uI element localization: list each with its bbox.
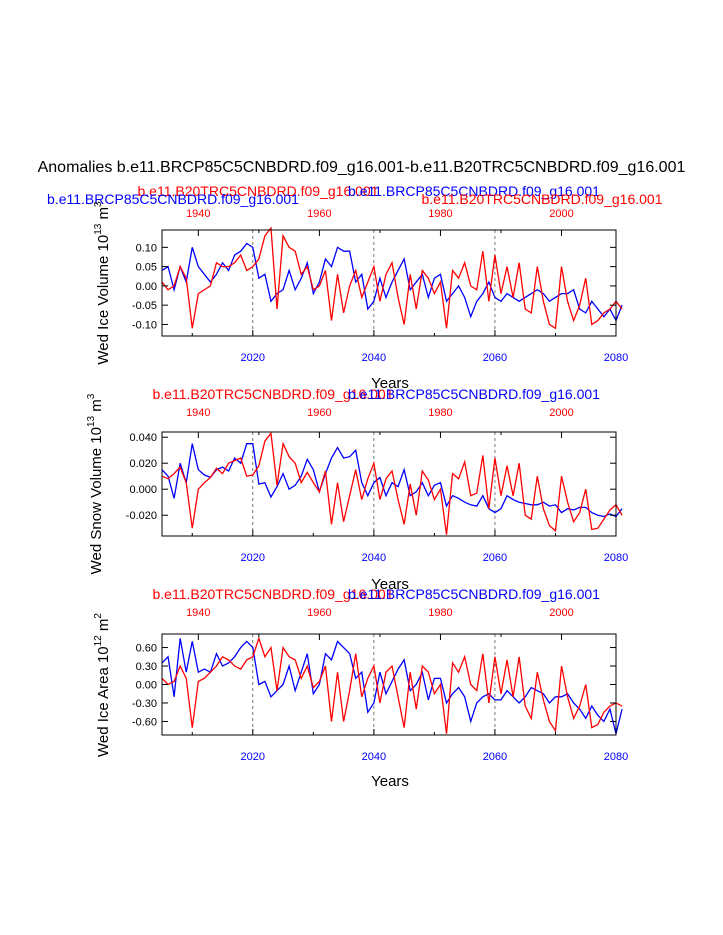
x-tick-label-top: 2000 xyxy=(549,407,573,419)
y-tick-label: 0.00 xyxy=(136,680,157,692)
y-tick-label: -0.10 xyxy=(132,319,157,331)
y-tick-label: 0.10 xyxy=(136,242,157,254)
y-axis-label-unit: m xyxy=(95,207,112,224)
x-tick-label-top: 1940 xyxy=(186,208,210,220)
y-tick-label: -0.60 xyxy=(132,716,157,728)
y-axis-label-text: Wed Ice Area 10 xyxy=(95,646,112,757)
x-tick-label-bottom: 2060 xyxy=(483,352,507,364)
x-tick-label-top: 2000 xyxy=(549,607,573,619)
panel-ice-area: 0.60 0.30 0.00 -0.30 -0.60 2020 2040 2060 2080 19… xyxy=(93,586,628,790)
legend-label: b.e11.BRCP85C5CNBDRD.f09_g16.001 xyxy=(348,386,600,402)
x-tick-label-bottom: 2060 xyxy=(483,552,507,564)
x-tick-label-bottom: 2080 xyxy=(604,352,628,364)
x-tick-label-bottom: 2040 xyxy=(362,552,386,564)
y-axis-label: Wed Ice Volume 1013 m3 xyxy=(93,201,112,365)
y-axis-label-exp: 13 xyxy=(86,415,97,427)
y-axis-label: Wed Ice Area 1012 m2 xyxy=(93,613,112,757)
x-tick-label-top: 1960 xyxy=(307,607,331,619)
legend-label: b.e11.B20TRC5CNBDRD.f09_g16.001 xyxy=(153,586,394,602)
series-line xyxy=(161,242,623,323)
series-line xyxy=(161,443,623,518)
x-tick-label-bottom: 2020 xyxy=(241,751,265,763)
x-tick-label-top: 1960 xyxy=(307,407,331,419)
y-tick-label: -0.30 xyxy=(132,698,157,710)
y-axis-label: Wed Snow Volume 1013 m3 xyxy=(86,393,105,574)
plot-frame xyxy=(161,229,617,337)
plot-frame xyxy=(161,431,617,537)
series-line xyxy=(161,636,623,734)
x-tick-label-top: 1960 xyxy=(307,208,331,220)
series-line xyxy=(161,638,623,734)
y-tick-label: 0.60 xyxy=(136,643,157,655)
y-tick-label: -0.020 xyxy=(126,510,157,522)
legend-label: b.e11.BRCP85C5CNBDRD.f09_g16.001 xyxy=(348,586,600,602)
legend-label: b.e11.BRCP85C5CNBDRD.f09_g16.001 xyxy=(348,183,600,199)
y-tick-label: 0.020 xyxy=(129,458,157,470)
x-tick-label-bottom: 2040 xyxy=(362,751,386,763)
legend-label: b.e11.BRCP85C5CNBDRD.f09_g16.001 xyxy=(47,191,299,207)
x-tick-label-top: 1940 xyxy=(186,407,210,419)
x-tick-label-top: 1940 xyxy=(186,607,210,619)
y-axis-label-exp: 13 xyxy=(93,223,104,235)
series-line xyxy=(161,226,623,330)
plot-frame xyxy=(161,633,617,736)
panel-ice-volume: 0.10 0.05 0.00 -0.05 -0.10 2020 2040 2060 2080 19… xyxy=(47,183,663,392)
y-axis-label-unit-exp: 3 xyxy=(93,201,104,207)
x-tick-label-bottom: 2040 xyxy=(362,352,386,364)
legend-label: b.e11.B20TRC5CNBDRD.f09_g16.001 xyxy=(138,183,379,199)
y-axis-label-unit: m xyxy=(88,399,105,416)
x-tick-label-top: 1980 xyxy=(428,208,452,220)
panel-snow-volume: 0.040 0.020 0.000 -0.020 2020 2040 2060 2080 194… xyxy=(86,386,628,593)
x-axis-label: Years xyxy=(371,375,409,392)
y-tick-label: 0.30 xyxy=(136,661,157,673)
x-tick-label-bottom: 2080 xyxy=(604,552,628,564)
y-axis-label-unit: m xyxy=(95,619,112,636)
legend-label: b.e11.B20TRC5CNBDRD.f09_g16.001 xyxy=(422,191,663,207)
x-tick-label-top: 1980 xyxy=(428,607,452,619)
x-tick-label-bottom: 2020 xyxy=(241,352,265,364)
x-axis-label: Years xyxy=(371,773,409,790)
y-axis-label-exp: 12 xyxy=(93,635,104,647)
y-tick-label: 0.05 xyxy=(136,262,157,274)
series-line xyxy=(161,431,623,535)
x-tick-label-bottom: 2060 xyxy=(483,751,507,763)
y-axis-label-unit-exp: 3 xyxy=(86,393,97,399)
x-tick-label-top: 1980 xyxy=(428,407,452,419)
y-axis-label-text: Wed Snow Volume 10 xyxy=(88,427,105,574)
x-tick-label-bottom: 2020 xyxy=(241,552,265,564)
x-axis-label: Years xyxy=(371,576,409,593)
y-tick-label: 0.000 xyxy=(129,484,157,496)
x-tick-label-top: 2000 xyxy=(549,208,573,220)
y-tick-label: 0.00 xyxy=(136,281,157,293)
y-axis-label-unit-exp: 2 xyxy=(93,613,104,619)
x-tick-label-bottom: 2080 xyxy=(604,751,628,763)
y-axis-label-text: Wed Ice Volume 10 xyxy=(95,235,112,365)
chart-title: Anomalies b.e11.BRCP85C5CNBDRD.f09_g16.0… xyxy=(38,159,686,176)
legend-label: b.e11.B20TRC5CNBDRD.f09_g16.001 xyxy=(153,386,394,402)
y-tick-label: 0.040 xyxy=(129,432,157,444)
y-tick-label: -0.05 xyxy=(132,300,157,312)
